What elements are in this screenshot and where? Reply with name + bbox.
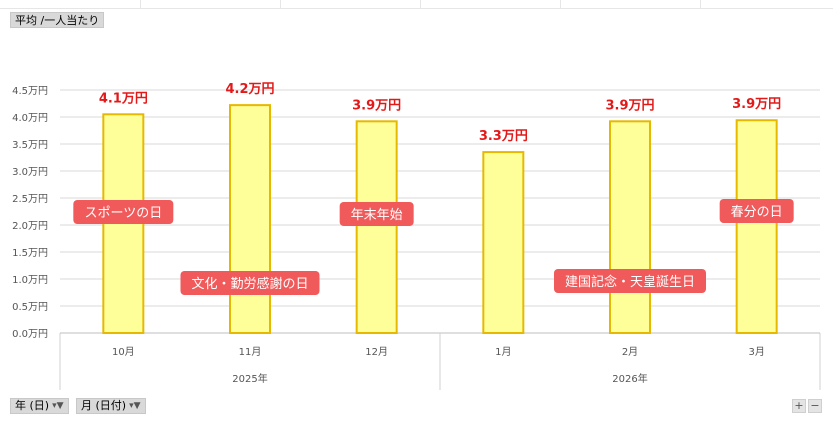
annotation-box (339, 202, 414, 226)
value-field-button[interactable]: 平均 /一人当たり (10, 12, 105, 28)
data-label: 4.1万円 (99, 91, 148, 106)
bar (229, 104, 271, 335)
y-tick-label: 0.0万円 (12, 329, 48, 340)
y-tick-label: 2.5万円 (12, 194, 48, 205)
x-tick-label: 10月 (112, 346, 135, 358)
annotation-label: 文化・勤労感謝の日 (191, 276, 308, 292)
expand-button[interactable]: + (792, 399, 806, 413)
y-tick-label: 1.0万円 (12, 275, 48, 286)
y-tick-label: 4.5万円 (12, 86, 48, 97)
year-filter-label: 年 (日) (15, 399, 50, 412)
bar (355, 120, 398, 334)
bar (609, 120, 651, 334)
y-tick-label: 0.5万円 (12, 302, 48, 313)
data-label: 3.9万円 (352, 98, 401, 113)
annotation-label: 建国記念・天皇誕生日 (565, 274, 695, 290)
y-tick-label: 2.0万円 (12, 221, 48, 232)
x-tick-label: 12月 (365, 346, 388, 358)
annotation-box (554, 269, 706, 293)
bar (735, 119, 778, 334)
x-group-label: 2025年 (232, 372, 267, 385)
data-label: 3.9万円 (732, 97, 781, 112)
month-filter-button[interactable]: 月 (日付) ▾▼ (76, 398, 146, 414)
year-filter-button[interactable]: 年 (日) ▾▼ (10, 398, 69, 414)
filter-funnel-icon: ▾▼ (52, 401, 64, 411)
x-group-label: 2026年 (612, 372, 647, 385)
data-label: 4.2万円 (225, 82, 274, 97)
annotation-box (73, 200, 174, 224)
sheet-gridlines (0, 0, 833, 9)
y-tick-label: 3.0万円 (12, 167, 48, 178)
annotation-box (180, 271, 320, 295)
y-tick-label: 3.5万円 (12, 140, 48, 151)
data-label: 3.3万円 (479, 129, 528, 144)
x-tick-label: 1月 (495, 346, 511, 358)
collapse-button[interactable]: − (808, 399, 822, 413)
bar (482, 151, 525, 334)
x-tick-label: 3月 (748, 346, 764, 358)
annotation-label: 年末年始 (351, 208, 403, 223)
month-filter-label: 月 (日付) (81, 399, 127, 412)
y-tick-label: 1.5万円 (12, 248, 48, 259)
annotation-label: 春分の日 (731, 205, 783, 220)
y-tick-label: 4.0万円 (12, 113, 48, 124)
annotation-label: スポーツの日 (84, 206, 162, 221)
x-tick-label: 2月 (622, 346, 638, 358)
filter-funnel-icon: ▾▼ (129, 401, 141, 411)
data-label: 3.9万円 (605, 98, 654, 113)
x-tick-label: 11月 (239, 346, 262, 358)
annotation-box (719, 199, 794, 223)
